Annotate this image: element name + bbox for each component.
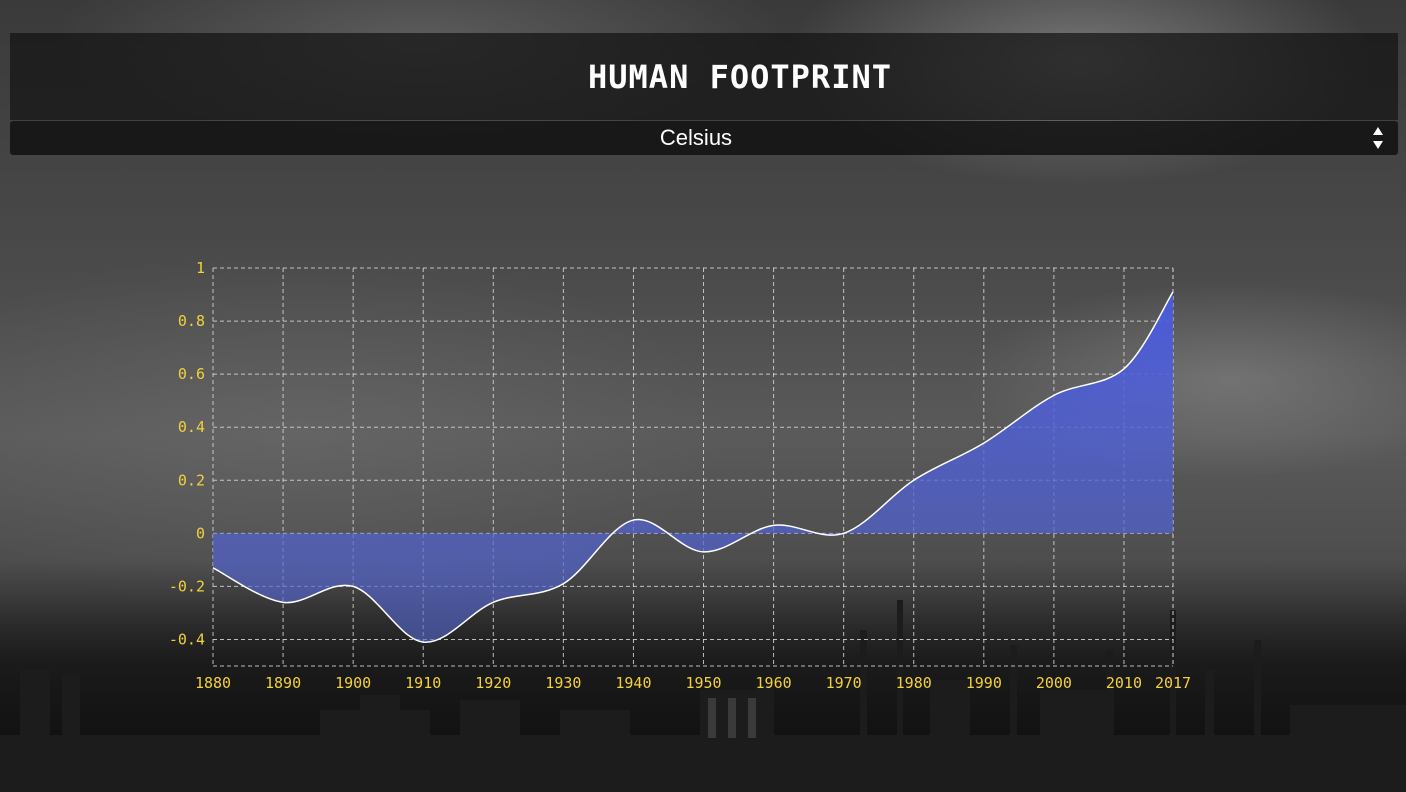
y-tick-label: 0.4 (178, 418, 205, 436)
x-tick-label: 1940 (615, 674, 651, 692)
x-tick-label: 1880 (195, 674, 231, 692)
y-tick-label: 0.8 (178, 312, 205, 330)
y-tick-label: -0.2 (169, 577, 205, 595)
x-tick-label: 1890 (265, 674, 301, 692)
unit-select[interactable]: Celsius (10, 121, 1398, 155)
x-tick-label: 1990 (966, 674, 1002, 692)
x-tick-label: 1920 (475, 674, 511, 692)
x-tick-label: 1900 (335, 674, 371, 692)
header-bar: HUMAN FOOTPRINT (10, 33, 1398, 120)
y-tick-label: 0 (196, 524, 205, 542)
page-title: HUMAN FOOTPRINT (588, 57, 892, 96)
temperature-area (213, 291, 1173, 643)
x-tick-label: 2010 (1106, 674, 1142, 692)
y-tick-label: 0.2 (178, 471, 205, 489)
x-tick-label: 1960 (756, 674, 792, 692)
x-tick-label: 1980 (896, 674, 932, 692)
y-tick-label: 0.6 (178, 365, 205, 383)
y-tick-label: -0.4 (169, 630, 205, 648)
temperature-line (212, 291, 1174, 643)
x-tick-label: 2000 (1036, 674, 1072, 692)
x-tick-label: 1970 (826, 674, 862, 692)
x-axis-labels: 1880 1890 1900 1910 1920 1930 1940 1950 1960 1970… (195, 674, 1191, 692)
y-tick-label: 1 (196, 259, 205, 277)
y-axis-labels: 1 0.8 0.6 0.4 0.2 0 -0.2 -0.4 (169, 259, 205, 648)
unit-select-value: Celsius (659, 125, 733, 150)
updown-arrows-icon (1373, 127, 1383, 149)
x-tick-label: 2017 (1155, 674, 1191, 692)
x-tick-label: 1910 (405, 674, 441, 692)
industrial-skyline-image (0, 560, 1406, 792)
x-tick-label: 1950 (685, 674, 721, 692)
x-tick-label: 1930 (545, 674, 581, 692)
